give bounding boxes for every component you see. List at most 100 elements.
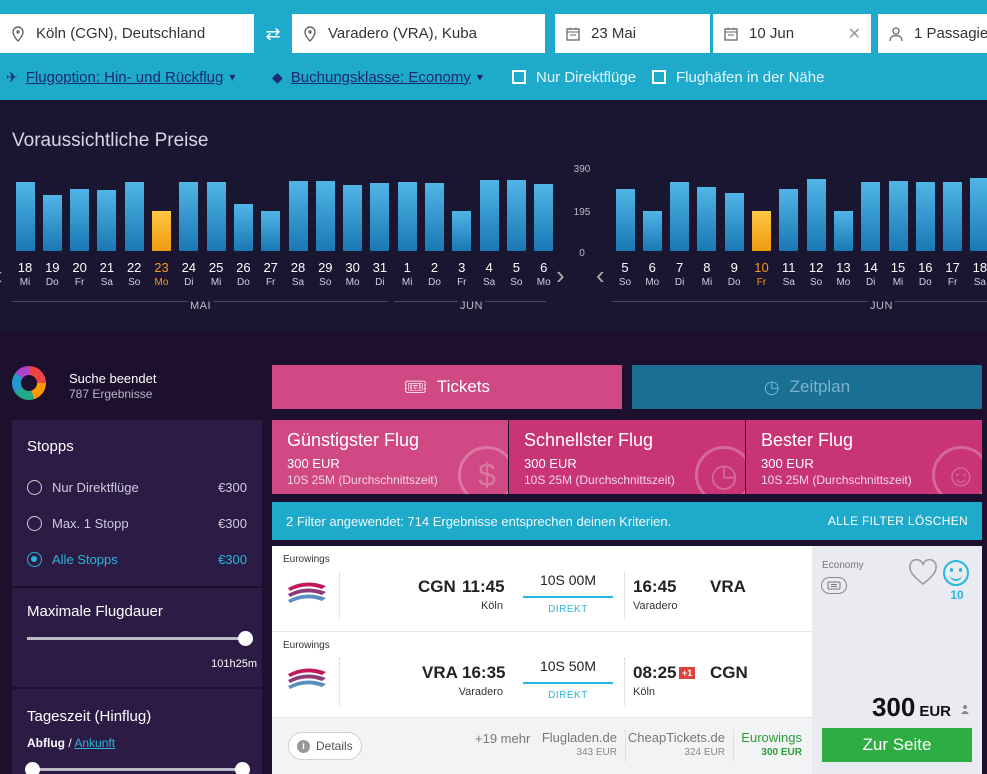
next-arrow-icon[interactable]: › [556, 260, 565, 290]
price-bar[interactable] [752, 211, 771, 251]
booking-class-dropdown[interactable]: ◆ Buchungsklasse: Economy ▾ [272, 66, 483, 88]
day-number[interactable]: 3 [458, 260, 466, 275]
price-bar[interactable] [397, 181, 417, 251]
details-button[interactable]: i Details [288, 732, 362, 760]
tab-tickets[interactable]: 🎟 Tickets [272, 365, 622, 409]
provider-offer-best[interactable]: Eurowings 300 EUR [741, 730, 802, 758]
sort-fastest[interactable]: Schnellster Flug 300 EUR 10S 25M (Durchs… [509, 420, 745, 494]
price-bar[interactable] [97, 190, 117, 251]
nearby-airports-checkbox[interactable]: Flughäfen in der Nähe [652, 66, 824, 88]
price-bar[interactable] [642, 211, 662, 251]
clear-icon[interactable]: ✕ [847, 25, 861, 43]
price-bar[interactable] [452, 211, 472, 251]
day-number[interactable]: 12 [808, 260, 824, 275]
price-bar[interactable] [615, 188, 635, 251]
heart-icon[interactable] [908, 559, 938, 587]
day-number[interactable]: 13 [836, 260, 851, 275]
direct-only-checkbox[interactable]: Nur Direktflüge [512, 66, 636, 88]
price-bar[interactable] [915, 182, 935, 251]
time-slider-handle-start[interactable] [25, 762, 40, 774]
day-number[interactable]: 15 [890, 260, 906, 275]
origin-field[interactable]: Köln (CGN), Deutschland [0, 14, 254, 53]
price-bar[interactable] [888, 180, 908, 251]
prev-arrow-icon[interactable]: ‹ [0, 260, 3, 291]
tab-schedule[interactable]: ◷ Zeitplan [632, 365, 982, 409]
day-number[interactable]: 4 [485, 260, 493, 275]
prev-arrow-icon[interactable]: ‹ [596, 260, 605, 290]
go-to-site-button[interactable]: Zur Seite [822, 728, 972, 762]
price-bar[interactable] [124, 181, 144, 251]
price-bar[interactable] [506, 180, 526, 251]
more-providers-link[interactable]: +19 mehr [475, 731, 531, 746]
price-bar[interactable] [861, 182, 881, 251]
price-bar[interactable] [724, 193, 744, 251]
destination-field[interactable]: Varadero (VRA), Kuba [292, 14, 545, 53]
stops-option-direct[interactable]: Nur Direktflüge €300 [27, 477, 247, 497]
day-number[interactable]: 24 [181, 260, 197, 275]
clear-filters-button[interactable]: ALLE FILTER LÖSCHEN [827, 514, 968, 528]
depart-date-field[interactable]: 23 Mai [555, 14, 710, 53]
day-number[interactable]: 29 [318, 260, 333, 275]
checkbox-box[interactable] [512, 70, 526, 84]
price-bar[interactable] [261, 211, 281, 251]
day-number[interactable]: 5 [512, 260, 520, 275]
sort-best[interactable]: Bester Flug 300 EUR 10S 25M (Durchschnit… [746, 420, 982, 494]
price-bar[interactable] [288, 180, 308, 251]
price-bar[interactable] [970, 177, 987, 251]
day-number[interactable]: 16 [918, 260, 933, 275]
day-number[interactable]: 21 [99, 260, 115, 275]
radio-icon[interactable] [27, 515, 42, 531]
price-bar[interactable] [343, 185, 363, 251]
day-number[interactable]: 26 [236, 260, 251, 275]
day-number[interactable]: 8 [703, 260, 711, 275]
stops-option-max1[interactable]: Max. 1 Stopp €300 [27, 513, 247, 533]
day-number[interactable]: 31 [372, 260, 388, 275]
result-card[interactable]: Eurowings CGN 11:45 Köln 10S 00M DIREKT … [272, 546, 982, 774]
day-number[interactable]: 19 [45, 260, 60, 275]
day-number[interactable]: 27 [263, 260, 278, 275]
day-number[interactable]: 6 [540, 260, 548, 275]
price-bar[interactable] [206, 182, 226, 251]
tab-departure[interactable]: Abflug [27, 736, 65, 750]
stops-option-all[interactable]: Alle Stopps €300 [27, 549, 247, 569]
flight-option-dropdown[interactable]: ✈ Flugoption: Hin- und Rückflug ▾ [6, 66, 235, 88]
price-bar[interactable] [70, 188, 90, 251]
price-bar[interactable] [779, 188, 799, 251]
price-bar[interactable] [233, 204, 253, 251]
day-number[interactable]: 9 [730, 260, 738, 275]
price-bar[interactable] [15, 181, 35, 251]
day-number[interactable]: 20 [72, 260, 87, 275]
checkbox-box[interactable] [652, 70, 666, 84]
price-bar[interactable] [534, 183, 554, 251]
day-number[interactable]: 25 [208, 260, 224, 275]
price-bar[interactable] [670, 182, 690, 251]
time-slider-track[interactable] [32, 768, 242, 771]
day-number[interactable]: 1 [403, 260, 411, 275]
day-number[interactable]: 23 [154, 260, 169, 275]
day-number[interactable]: 6 [648, 260, 656, 275]
provider-offer[interactable]: CheapTickets.de 324 EUR [628, 730, 725, 758]
day-number[interactable]: 17 [945, 260, 960, 275]
day-number[interactable]: 28 [290, 260, 306, 275]
price-bar[interactable] [425, 183, 444, 251]
price-bar[interactable] [806, 179, 826, 251]
price-bar[interactable] [370, 183, 390, 251]
day-number[interactable]: 7 [675, 260, 684, 275]
radio-icon[interactable] [27, 479, 42, 495]
radio-icon[interactable] [27, 551, 42, 567]
passengers-field[interactable]: 1 Passagier [878, 14, 987, 53]
return-date-field[interactable]: 10 Jun ✕ [713, 14, 871, 53]
price-bar[interactable] [315, 180, 335, 251]
price-bar[interactable] [833, 211, 853, 251]
price-bar[interactable] [479, 180, 499, 251]
duration-slider-handle[interactable] [238, 631, 253, 646]
price-bar[interactable] [152, 211, 171, 251]
day-number[interactable]: 22 [126, 260, 142, 275]
day-number[interactable]: 18 [17, 260, 33, 275]
day-number[interactable]: 10 [754, 260, 769, 275]
price-bar[interactable] [42, 194, 62, 251]
day-number[interactable]: 11 [782, 260, 796, 275]
day-number[interactable]: 18 [972, 260, 987, 275]
duration-slider-track[interactable] [27, 637, 245, 640]
price-bar[interactable] [697, 187, 717, 251]
